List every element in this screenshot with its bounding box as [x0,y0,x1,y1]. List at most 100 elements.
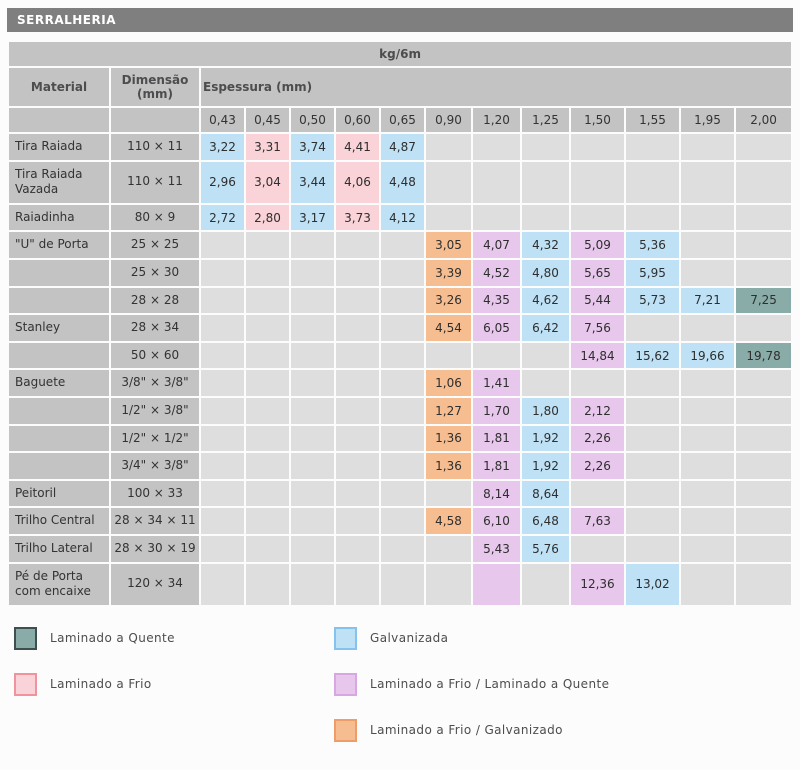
empty-cell [336,315,379,341]
empty-cell [381,453,424,479]
empty-cell [201,287,244,314]
thickness-column-value: 1,25 [522,108,569,132]
material-cell: Trilho Central [9,508,109,534]
empty-cell [681,425,734,452]
legend-label: Laminado a Frio / Galvanizado [370,723,563,738]
empty-cell [426,204,471,231]
empty-cell [426,480,471,507]
empty-cell [626,508,679,534]
table-row: Trilho Central 28 × 34 × 11 4,58 6,10 6,48 7,… [9,508,792,534]
empty-cell [626,453,679,479]
empty-cell [473,342,520,369]
empty-cell [736,161,792,203]
serralheria-weight-table: kg/6m Material Dimensão (mm) Espessura (… [7,40,793,607]
empty-cell [201,370,244,396]
weight-cell-galvanizada: 3,44 [291,161,334,203]
empty-cell [201,397,244,424]
dimension-cell: 28 × 34 [111,315,199,341]
thickness-column-value: 1,20 [473,108,520,132]
weight-cell-frio_quente: 5,65 [571,259,624,286]
thickness-column-value: 1,55 [626,108,679,132]
empty-cell [626,535,679,562]
empty-cell [522,204,569,231]
empty-cell [381,425,424,452]
material-cell [9,453,109,479]
weight-cell-frio_quente: 5,43 [473,535,520,562]
empty-cell [381,232,424,258]
material-cell: "U" de Porta [9,232,109,258]
material-cell: Raiadinha [9,204,109,231]
empty-cell [626,425,679,452]
empty-cell [381,370,424,396]
empty-cell [201,563,244,605]
empty-cell [736,563,792,605]
weight-cell-frio_quente: 6,10 [473,508,520,534]
empty-cell [381,563,424,605]
empty-cell [736,535,792,562]
empty-cell [681,563,734,605]
dimension-cell: 28 × 30 × 19 [111,535,199,562]
weight-cell-laminado_frio: 4,06 [336,161,379,203]
thickness-column-value: 0,50 [291,108,334,132]
weight-cell-frio_quente: 12,36 [571,563,624,605]
empty-cell [291,563,334,605]
legend-item: Laminado a Quente [14,626,334,650]
empty-cell [381,480,424,507]
empty-cell [381,535,424,562]
weight-cell-laminado_quente: 19,78 [736,342,792,369]
empty-cell [681,397,734,424]
weight-cell-frio_galvanizado: 4,58 [426,508,471,534]
empty-cell [291,508,334,534]
weight-cell-frio_galvanizado: 1,27 [426,397,471,424]
material-cell [9,397,109,424]
dimension-cell: 110 × 11 [111,161,199,203]
empty-cell [736,453,792,479]
legend-item: Galvanizada [334,626,793,650]
legend-swatch-galvanizada [334,626,357,650]
weight-cell-frio_galvanizado: 3,26 [426,287,471,314]
dimension-cell: 28 × 28 [111,287,199,314]
dimension-cell: 25 × 25 [111,232,199,258]
empty-cell [381,508,424,534]
empty-cell [571,161,624,203]
empty-cell [626,370,679,396]
thickness-column-value: 2,00 [736,108,792,132]
weight-cell-frio_quente: 5,09 [571,232,624,258]
material-cell [9,342,109,369]
empty-cell [246,370,289,396]
weight-cell-galvanizada: 4,80 [522,259,569,286]
weight-cell-galvanizada: 4,87 [381,134,424,160]
thickness-column-value: 0,65 [381,108,424,132]
weight-cell-galvanizada: 4,48 [381,161,424,203]
empty-cell [246,425,289,452]
empty-cell [473,161,520,203]
empty-cell [626,397,679,424]
legend: Laminado a Quente Laminado a Frio Galvani… [7,626,793,765]
empty-cell [473,134,520,160]
empty-cell [522,563,569,605]
empty-cell [201,480,244,507]
weight-cell-galvanizada: 5,95 [626,259,679,286]
dimension-cell: 1/2" × 3/8" [111,397,199,424]
weight-cell-frio_quente: 7,56 [571,315,624,341]
thickness-header-row: 0,43 0,45 0,50 0,60 0,65 0,90 1,20 1,25 1,50 1,55… [9,108,792,132]
weight-cell-galvanizada: 3,17 [291,204,334,231]
dimension-cell: 120 × 34 [111,563,199,605]
empty-cell [201,315,244,341]
empty-cell [246,342,289,369]
empty-cell [291,425,334,452]
empty-cell [291,342,334,369]
weight-cell-frio_quente: 2,12 [571,397,624,424]
empty-cell [336,259,379,286]
empty-cell [246,563,289,605]
weight-cell-galvanizada: 4,62 [522,287,569,314]
weight-cell-frio_galvanizado: 4,54 [426,315,471,341]
empty-cell [381,259,424,286]
weight-cell-galvanizada: 1,92 [522,453,569,479]
weight-cell-laminado_frio: 2,80 [246,204,289,231]
empty-cell [736,397,792,424]
empty-cell [336,480,379,507]
weight-cell-frio_quente: 1,70 [473,397,520,424]
empty-cell [681,508,734,534]
weight-cell-galvanizada: 6,42 [522,315,569,341]
